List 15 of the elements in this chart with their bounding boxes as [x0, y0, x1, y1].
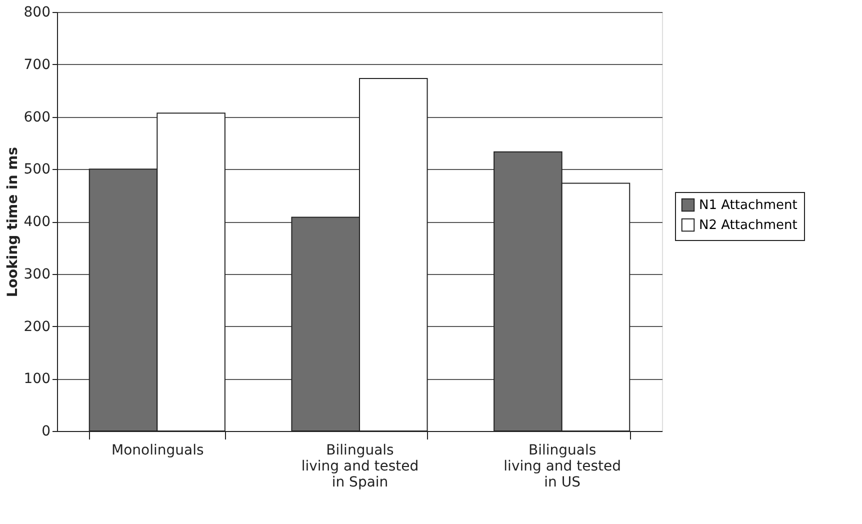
y-tick-label: 0 [42, 424, 50, 440]
y-tick-label: 700 [24, 56, 50, 73]
legend-label: N1 Attachment [699, 198, 798, 213]
y-tick-label: 500 [24, 162, 50, 178]
y-tick-label: 300 [24, 266, 50, 282]
legend-label: N2 Attachment [699, 218, 798, 233]
y-tick-label: 800 [24, 4, 50, 20]
y-tick-label: 200 [24, 318, 50, 335]
y-tick-label: 100 [24, 371, 50, 388]
x-tick-label: Monolinguals [112, 442, 204, 458]
y-tick-label: 600 [24, 109, 50, 126]
y-axis-title: Looking time in ms [4, 146, 21, 298]
x-tick-label: Bilinguals living and tested in US [504, 442, 622, 490]
y-tick-label: 400 [24, 214, 50, 230]
x-tick-label: Bilinguals living and tested in Spain [301, 442, 419, 490]
